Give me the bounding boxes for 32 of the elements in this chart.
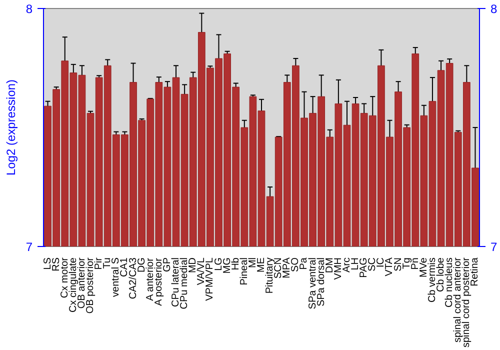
x-tick-label: Hb xyxy=(230,257,242,270)
x-tick-label: spinal cord posterior xyxy=(461,256,472,348)
x-tick-label: SN xyxy=(392,257,404,272)
y2-tick-label: 7 xyxy=(490,240,498,254)
x-tick-label: Pn xyxy=(410,257,421,270)
x-tick-label: A anterior xyxy=(144,257,156,301)
x-tick-label: VMH xyxy=(332,257,344,280)
x-tick-label: VTA xyxy=(384,257,396,276)
x-tick-label: Retina xyxy=(470,257,481,286)
x-tick-label: DG xyxy=(136,257,148,272)
y2-tick-label: 8 xyxy=(490,2,498,16)
x-tick-label: Ml xyxy=(247,257,258,268)
x-tick-label: SPa dorsal xyxy=(316,257,327,306)
x-tick-label: OB posterior xyxy=(85,256,96,314)
x-tick-label: RS xyxy=(50,257,62,272)
x-tick-label: Arc xyxy=(341,258,352,272)
x-tick-label: ME xyxy=(256,257,267,272)
y-axis-title: Log2 (expression) xyxy=(4,79,18,176)
x-tick-label: Pa xyxy=(298,257,310,270)
x-tick-label: Pituitary xyxy=(264,258,276,294)
x-tick-label: A posterior xyxy=(153,257,164,306)
x-tick-label: Cx cingulate xyxy=(68,257,79,313)
x-tick-label: CA1 xyxy=(119,257,130,277)
x-tick-label: LS xyxy=(42,257,54,270)
x-tick-label: VPM/VPL xyxy=(204,257,216,301)
x-tick-label: DM xyxy=(324,257,336,274)
x-tick-label: Tg xyxy=(401,258,412,270)
x-tick-label: MVe xyxy=(418,257,430,278)
x-tick-label: OB anterior xyxy=(76,256,88,309)
x-tick-label: GP xyxy=(162,257,173,272)
x-tick-label: CA2/CA3 xyxy=(128,257,139,300)
x-tick-label: LG xyxy=(213,257,224,271)
